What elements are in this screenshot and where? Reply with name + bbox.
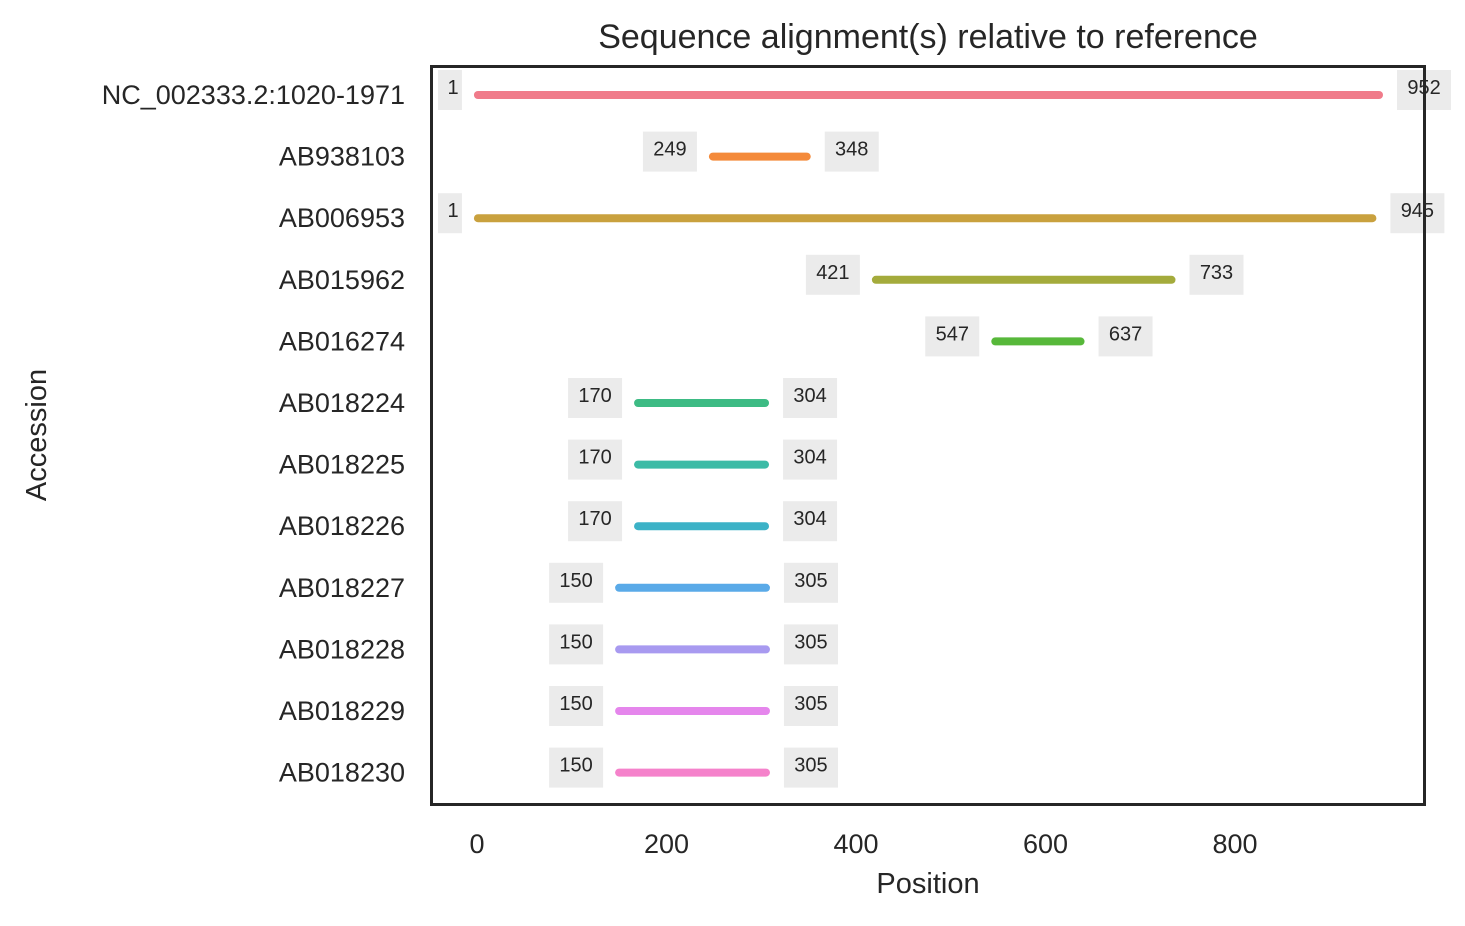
x-tick-label: 200 [644,829,689,859]
start-label-box [438,70,462,110]
end-data-label: 304 [793,447,826,469]
start-data-label: 150 [559,631,592,653]
end-label-box [783,562,838,603]
end-data-label: 305 [794,693,827,715]
end-label-box [783,747,838,788]
x-tick-label: 400 [833,829,878,859]
end-data-label: 637 [1109,323,1142,345]
y-tick-label: AB018226 [279,511,405,541]
start-label-box [438,193,462,234]
chart-title: Sequence alignment(s) relative to refere… [598,18,1258,56]
end-data-label: 305 [794,755,827,777]
end-label-box [1098,316,1153,357]
start-label-box [549,624,604,665]
end-label-box [783,378,838,418]
y-tick-label: AB016274 [279,326,405,356]
y-tick-label: AB018225 [279,450,405,480]
end-data-label: 348 [835,139,868,161]
start-data-label: 170 [578,385,611,407]
start-data-label: 150 [559,693,592,715]
end-data-label: 305 [794,631,827,653]
y-axis-label: Accession [21,369,53,501]
start-label-box [805,254,860,295]
y-tick-label: AB006953 [279,203,405,233]
x-tick-label: 0 [469,829,484,859]
y-tick-label: AB938103 [279,142,405,172]
start-label-box [549,686,604,726]
start-data-label: 150 [559,755,592,777]
start-label-box [568,439,623,480]
y-tick-label: AB018224 [279,388,405,418]
end-label-box [783,624,838,665]
end-label-box [783,501,838,542]
plot-frame [430,65,1426,806]
end-label-box [1189,254,1244,295]
x-tick-label: 600 [1023,829,1068,859]
end-data-label: 304 [793,508,826,530]
start-label-box [925,316,980,357]
end-data-label: 304 [793,385,826,407]
start-data-label: 421 [816,262,849,284]
end-label-box [1390,193,1445,234]
start-data-label: 249 [653,139,686,161]
start-data-label: 1 [447,77,458,99]
end-data-label: 945 [1401,200,1434,222]
end-data-label: 305 [794,570,827,592]
end-label-box [824,131,879,172]
y-tick-label: AB018229 [279,696,405,726]
start-label-box [568,378,623,418]
y-tick-label: AB018230 [279,758,405,788]
y-tick-label: AB015962 [279,265,405,295]
y-tick-label: AB018227 [279,573,405,603]
y-tick-label: AB018228 [279,634,405,664]
start-data-label: 1 [447,200,458,222]
start-data-label: 170 [578,447,611,469]
end-label-box [783,686,838,726]
x-axis-label: Position [876,868,979,900]
start-label-box [568,501,623,542]
end-data-label: 733 [1200,262,1233,284]
x-tick-label: 800 [1212,829,1257,859]
start-label-box [549,747,604,788]
y-tick-label: NC_002333.2:1020-1971 [102,80,405,110]
start-label-box [549,562,604,603]
start-data-label: 170 [578,508,611,530]
start-data-label: 547 [936,323,969,345]
start-data-label: 150 [559,570,592,592]
start-label-box [642,131,697,172]
end-label-box [783,439,838,480]
